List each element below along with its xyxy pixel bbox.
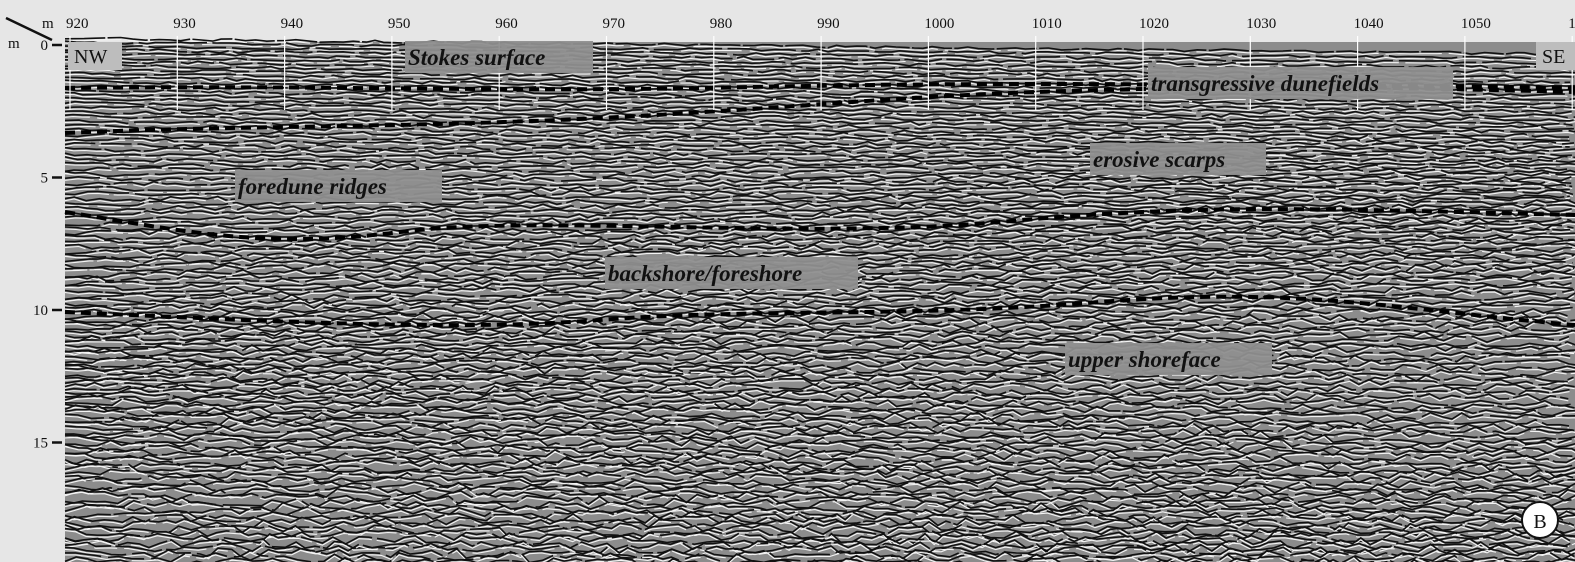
y-axis-unit: m bbox=[8, 36, 20, 52]
x-tick-label: 940 bbox=[281, 16, 304, 32]
annotation-label: foredune ridges bbox=[238, 174, 387, 199]
x-tick-label: 980 bbox=[710, 16, 733, 32]
y-tick-label: 15 bbox=[33, 436, 48, 452]
panel-label: B bbox=[1533, 511, 1546, 533]
orientation-label: SE bbox=[1542, 46, 1565, 68]
annotation-label: transgressive dunefields bbox=[1151, 71, 1379, 96]
x-tick-label: 1040 bbox=[1354, 16, 1384, 32]
radargram-figure: m m 920 930 940 950 960 970 980 990 1000 1010 1020… bbox=[0, 0, 1575, 562]
x-tick-label: 1020 bbox=[1139, 16, 1169, 32]
orientation-label: NW bbox=[74, 46, 107, 68]
x-tick-label: 1030 bbox=[1246, 16, 1276, 32]
x-tick-label: 1010 bbox=[1032, 16, 1062, 32]
y-tick-label: 0 bbox=[41, 38, 49, 54]
x-tick-label: 960 bbox=[495, 16, 518, 32]
y-tick-label: 5 bbox=[41, 171, 49, 187]
x-tick-label: 1060 bbox=[1568, 16, 1575, 32]
x-tick-label: 930 bbox=[173, 16, 196, 32]
annotation-label: erosive scarps bbox=[1093, 147, 1225, 172]
x-tick-label: 970 bbox=[603, 16, 626, 32]
annotation-label: upper shoreface bbox=[1068, 347, 1221, 372]
x-tick-label: 950 bbox=[388, 16, 411, 32]
x-axis-unit: m bbox=[42, 16, 54, 32]
x-tick-label: 990 bbox=[817, 16, 840, 32]
x-tick-label: 920 bbox=[66, 16, 89, 32]
x-tick-label: 1000 bbox=[924, 16, 954, 32]
x-tick-label: 1050 bbox=[1461, 16, 1491, 32]
radargram-image bbox=[65, 38, 1575, 562]
annotation-label: backshore/foreshore bbox=[608, 261, 802, 286]
y-tick-label: 10 bbox=[33, 303, 48, 319]
annotation-label: Stokes surface bbox=[408, 45, 545, 70]
